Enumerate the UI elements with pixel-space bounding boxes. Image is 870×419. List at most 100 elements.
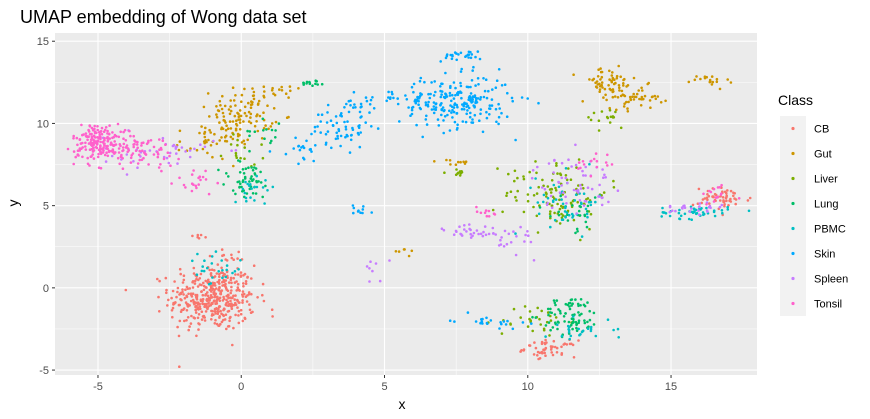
data-point xyxy=(683,204,686,207)
data-point xyxy=(687,217,691,221)
data-point xyxy=(191,280,195,283)
data-point xyxy=(270,128,274,132)
data-point xyxy=(442,95,446,99)
data-point xyxy=(710,75,714,78)
data-point xyxy=(251,310,254,314)
data-point xyxy=(320,82,324,86)
data-point xyxy=(542,200,545,204)
data-point xyxy=(87,128,90,132)
data-point xyxy=(469,232,473,236)
data-point xyxy=(203,305,206,309)
data-point xyxy=(469,236,473,239)
data-point xyxy=(696,202,700,205)
data-point xyxy=(452,81,456,84)
data-point xyxy=(439,95,443,99)
data-point xyxy=(556,172,559,175)
data-point xyxy=(537,185,540,189)
data-point xyxy=(487,215,491,218)
data-point xyxy=(488,104,492,107)
data-point xyxy=(703,75,707,78)
data-point xyxy=(451,108,454,112)
data-point xyxy=(176,290,179,294)
data-point xyxy=(616,327,620,331)
data-point xyxy=(546,185,550,188)
data-point xyxy=(616,189,620,192)
data-point xyxy=(166,151,170,154)
data-point xyxy=(200,125,203,128)
data-point xyxy=(203,145,207,149)
data-point xyxy=(211,302,214,306)
data-point xyxy=(594,334,598,338)
legend-key-liver xyxy=(791,176,795,181)
data-point xyxy=(221,111,225,115)
data-point xyxy=(216,295,219,299)
data-point xyxy=(371,269,374,273)
data-point xyxy=(561,214,565,217)
data-point xyxy=(93,136,97,139)
data-point xyxy=(708,189,711,193)
data-point xyxy=(110,154,114,158)
data-point xyxy=(229,127,233,130)
data-point xyxy=(688,210,692,213)
data-point xyxy=(368,267,371,270)
data-point xyxy=(532,353,536,356)
data-point xyxy=(396,97,400,100)
data-point xyxy=(270,139,273,143)
data-point xyxy=(564,174,568,177)
data-point xyxy=(222,183,225,186)
data-point xyxy=(188,155,192,159)
data-point xyxy=(715,80,719,84)
data-point xyxy=(610,74,614,77)
data-point xyxy=(200,269,204,273)
data-point xyxy=(106,135,109,139)
data-point xyxy=(122,142,126,146)
data-point xyxy=(526,199,530,203)
data-point xyxy=(365,99,369,103)
data-point xyxy=(186,316,190,319)
data-point xyxy=(469,97,472,100)
data-point xyxy=(622,82,625,85)
data-point xyxy=(465,112,469,116)
data-point xyxy=(608,109,612,112)
data-point xyxy=(560,212,563,216)
data-point xyxy=(579,187,583,190)
data-point xyxy=(156,152,160,156)
data-point xyxy=(664,212,668,215)
data-point xyxy=(248,130,252,133)
data-point xyxy=(196,285,200,288)
data-point xyxy=(262,94,266,98)
data-point xyxy=(106,129,109,133)
data-point xyxy=(607,84,610,87)
data-point xyxy=(250,292,253,296)
data-point xyxy=(550,206,554,209)
data-point xyxy=(711,80,715,84)
data-point xyxy=(371,96,374,99)
data-point xyxy=(577,319,581,323)
data-point xyxy=(224,313,228,317)
data-point xyxy=(522,175,525,178)
data-point xyxy=(589,212,593,216)
data-point xyxy=(610,163,614,166)
data-point xyxy=(546,311,550,314)
data-point xyxy=(536,201,540,204)
data-point xyxy=(237,159,240,162)
data-point xyxy=(209,131,212,134)
data-point xyxy=(179,298,182,301)
data-point xyxy=(213,269,216,272)
data-point xyxy=(556,202,559,206)
data-point xyxy=(579,183,582,187)
data-point xyxy=(483,225,487,228)
data-point xyxy=(194,308,197,312)
data-point xyxy=(124,139,128,142)
data-point xyxy=(242,282,245,285)
data-point xyxy=(653,94,657,98)
data-point xyxy=(228,112,232,116)
data-point xyxy=(92,157,96,160)
data-point xyxy=(196,233,200,237)
data-point xyxy=(469,85,472,89)
data-point xyxy=(396,102,400,106)
data-point xyxy=(566,181,569,185)
data-point xyxy=(562,315,566,318)
y-tick-label: 0 xyxy=(43,283,49,295)
data-point xyxy=(252,264,256,268)
